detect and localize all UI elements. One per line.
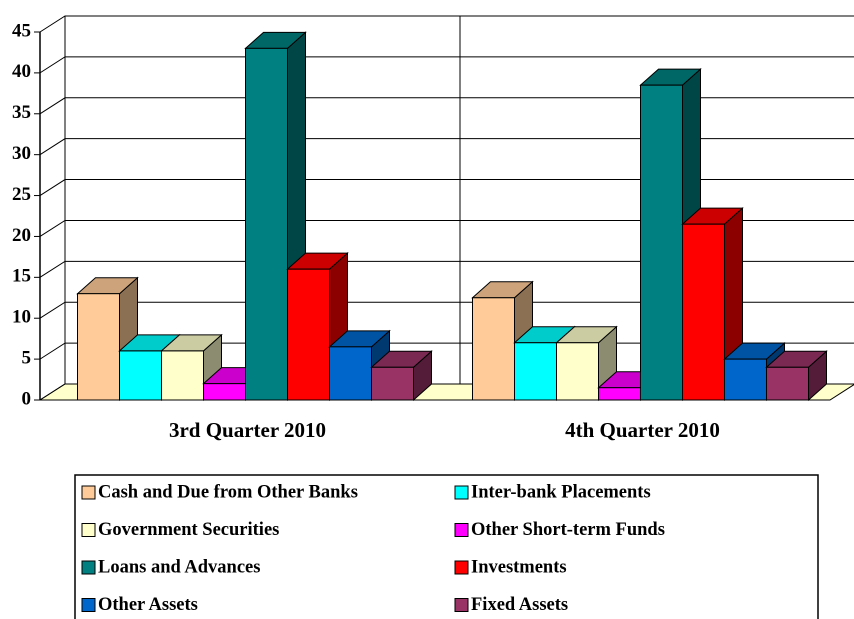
legend-label: Government Securities <box>98 520 279 540</box>
legend-label: Investments <box>471 557 567 577</box>
x-tick-label: 3rd Quarter 2010 <box>169 418 326 442</box>
bar-front <box>245 47 288 401</box>
bar-front <box>640 84 683 401</box>
bar-front <box>724 358 767 401</box>
bar <box>244 31 307 402</box>
bar-front <box>77 293 120 401</box>
bar <box>370 350 433 402</box>
legend-swatch <box>81 598 96 612</box>
legend-swatch <box>81 560 96 575</box>
legend-swatch <box>454 560 469 575</box>
grid-line <box>39 179 854 196</box>
y-tick-label: 10 <box>12 307 31 328</box>
bar <box>765 350 828 402</box>
legend-swatch <box>81 523 96 537</box>
grid-line <box>39 56 854 74</box>
bar-front <box>682 223 725 401</box>
bar-front <box>119 350 162 401</box>
legend-label: Other Assets <box>98 595 198 615</box>
grid-line <box>39 138 854 156</box>
bar-front <box>161 350 204 401</box>
legend-label: Inter-bank Placements <box>471 482 651 502</box>
bar <box>76 276 139 402</box>
grid-line <box>39 219 854 237</box>
legend-label: Loans and Advances <box>98 557 260 577</box>
y-tick-label: 30 <box>12 143 31 164</box>
bar-front <box>556 342 599 401</box>
legend-label: Fixed Assets <box>471 595 568 615</box>
grid-line <box>39 97 854 115</box>
bar <box>555 325 618 402</box>
y-tick-label: 20 <box>12 225 31 246</box>
y-tick-label: 40 <box>12 61 31 82</box>
legend-label: Cash and Due from Other Banks <box>98 482 358 502</box>
bar-front <box>287 268 330 401</box>
legend-box <box>74 474 819 619</box>
grid-line <box>39 260 854 278</box>
legend-swatch <box>454 485 469 500</box>
grid-line <box>39 301 854 319</box>
legend-swatch <box>454 523 469 537</box>
bar-front <box>598 387 641 401</box>
y-tick-label: 0 <box>22 388 32 409</box>
y-tick-label: 15 <box>12 266 31 287</box>
bar-front <box>514 342 557 401</box>
bar-front <box>203 383 246 401</box>
y-tick-label: 5 <box>22 347 32 368</box>
bar-front <box>371 366 414 401</box>
legend-swatch <box>454 598 469 612</box>
grid-line <box>39 15 854 33</box>
x-tick-label: 4th Quarter 2010 <box>565 418 720 442</box>
y-tick-label: 35 <box>12 102 31 123</box>
bar-front <box>766 366 809 401</box>
legend-label: Other Short-term Funds <box>471 520 665 540</box>
legend-swatch <box>81 485 96 500</box>
y-tick-label: 45 <box>12 20 31 41</box>
y-tick-label: 25 <box>12 184 31 205</box>
bar-front <box>472 297 515 401</box>
bar-front <box>329 346 372 401</box>
